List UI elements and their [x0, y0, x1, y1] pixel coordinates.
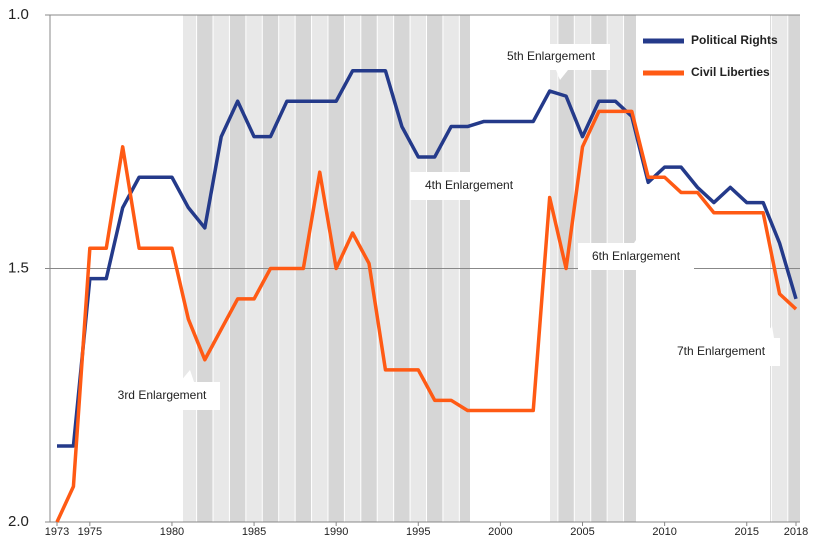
- callout-box: [662, 338, 780, 366]
- callout: 6th Enlargement: [578, 231, 694, 270]
- callout-box: [104, 382, 220, 410]
- x-tick-label: 1980: [160, 526, 184, 536]
- legend: Political Rights Civil Liberties: [643, 33, 778, 79]
- callout: 3rd Enlargement: [104, 370, 220, 410]
- x-tick-label: 2005: [570, 526, 594, 536]
- x-tick-label: 1990: [324, 526, 348, 536]
- x-tick-label: 2000: [488, 526, 512, 536]
- series-line: [57, 69, 798, 448]
- callout-pointer: [556, 70, 568, 80]
- y-tick-label: 2.0: [8, 513, 29, 530]
- legend-label: Civil Liberties: [691, 65, 770, 79]
- callout-box: [410, 172, 528, 200]
- x-tick-label: 1995: [406, 526, 430, 536]
- tick-labels: 1.0 1.5 2.0 1973 1975 1980 1985 1990 1995 2000 200…: [8, 6, 808, 536]
- x-tick-label: 1975: [78, 526, 102, 536]
- legend-label: Political Rights: [691, 33, 778, 47]
- callout-pointer: [180, 370, 194, 382]
- x-tick-label: 1973: [45, 526, 69, 536]
- annotation: 3rd Enlargement: [118, 388, 207, 402]
- x-tick-label: 2010: [652, 526, 676, 536]
- y-tick-label: 1.5: [8, 259, 29, 276]
- y-tick-label: 1.0: [8, 6, 29, 23]
- x-tick-label: 1985: [242, 526, 266, 536]
- annotation: 6th Enlargement: [592, 249, 681, 263]
- series-line: [55, 109, 798, 523]
- callout: 5th Enlargement: [492, 44, 610, 80]
- x-tick-label: 2015: [734, 526, 758, 536]
- annotation: 4th Enlargement: [425, 178, 514, 192]
- annotation: 5th Enlargement: [507, 49, 596, 63]
- callout-pointer: [762, 326, 774, 338]
- lines: [55, 69, 798, 523]
- callout: 4th Enlargement: [410, 160, 528, 200]
- callout-pointer: [634, 231, 646, 243]
- x-tick-label: 2018: [784, 526, 808, 536]
- callout-pointer: [474, 160, 486, 172]
- callout-box: [578, 243, 694, 270]
- callout: 7th Enlargement: [662, 326, 780, 366]
- annotation: 7th Enlargement: [677, 344, 766, 358]
- callout-box: [492, 44, 610, 70]
- annotations: 5th Enlargement 4th Enlargement 3rd Enla…: [104, 44, 780, 410]
